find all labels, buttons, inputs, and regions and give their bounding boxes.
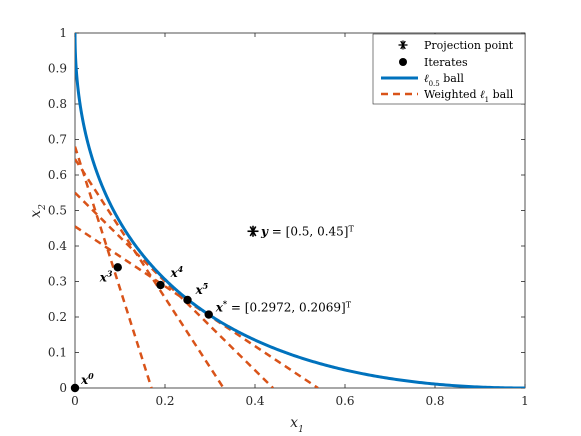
x-tick-label: 0.4 xyxy=(245,394,264,408)
y-tick-label: 0.7 xyxy=(48,133,67,147)
x-tick-label: 0.6 xyxy=(335,394,354,408)
projection-point-marker xyxy=(247,225,259,237)
projection-y-symbol: y xyxy=(260,224,269,238)
legend-label-iterates: Iterates xyxy=(424,56,468,69)
solution-transpose: T xyxy=(346,300,352,309)
y-tick-label: 0 xyxy=(59,381,67,395)
y-tick-label: 0.6 xyxy=(48,168,67,182)
weighted-l1-line-3 xyxy=(75,191,274,388)
x-axis-label: x1 xyxy=(290,415,304,435)
y-tick-label: 0.1 xyxy=(48,346,67,360)
solution-label: x* = [0.2972, 0.2069]T xyxy=(215,299,352,315)
iterate-x3 xyxy=(113,263,122,272)
iterate-xstar xyxy=(204,310,213,319)
iterate-label-x4: x4 xyxy=(170,264,184,280)
y-tick-label: 0.4 xyxy=(48,239,67,253)
x-tick-label: 1 xyxy=(521,394,529,408)
legend-label-ball: ℓ0.5 ball xyxy=(424,72,464,88)
iterate-label-x5: x5 xyxy=(195,281,209,297)
solution-x-symbol: x xyxy=(215,301,224,315)
projection-point-label: y = [0.5, 0.45]T xyxy=(260,224,354,239)
solution-value: = [0.2972, 0.2069] xyxy=(227,301,346,315)
legend-asterisk-icon xyxy=(398,40,408,50)
iterate-x5 xyxy=(183,295,192,305)
legend: Projection point Iterates ℓ0.5 ball Weig… xyxy=(372,33,526,105)
legend-entry-ball: ℓ0.5 ball xyxy=(381,72,464,88)
solution-star: * xyxy=(223,299,228,309)
weighted-l1-line-2 xyxy=(75,158,225,388)
iterate-label-x3: x3 xyxy=(99,268,113,284)
y-tick-label: 0.9 xyxy=(48,62,67,76)
y-axis-label: x2 xyxy=(28,204,48,218)
y-tick-label: 0.3 xyxy=(48,275,67,289)
legend-entry-projection: Projection point xyxy=(398,39,514,52)
x-tick-label: 0.2 xyxy=(155,394,174,408)
projection-value: = [0.5, 0.45] xyxy=(268,224,348,238)
iterate-label-x0: x0 xyxy=(80,371,94,387)
y-tick-label: 1 xyxy=(59,26,67,40)
y-tick-label: 0.2 xyxy=(48,310,67,324)
x-tick-label: 0 xyxy=(71,394,79,408)
weighted-l1-line-1 xyxy=(75,146,153,388)
y-tick-label: 0.5 xyxy=(48,204,67,218)
legend-dot-icon xyxy=(399,58,407,66)
x-tick-label: 0.8 xyxy=(425,394,444,408)
iterate-x0 xyxy=(70,383,80,393)
y-tick-label: 0.8 xyxy=(48,97,67,111)
iterate-x4 xyxy=(156,280,165,290)
projection-transpose: T xyxy=(348,224,354,233)
legend-label-weighted: Weighted ℓ1 ball xyxy=(424,88,514,104)
legend-entry-iterates: Iterates xyxy=(399,56,468,69)
legend-entry-weighted: Weighted ℓ1 ball xyxy=(381,88,514,104)
legend-box xyxy=(372,33,526,105)
legend-label-projection: Projection point xyxy=(424,39,514,52)
